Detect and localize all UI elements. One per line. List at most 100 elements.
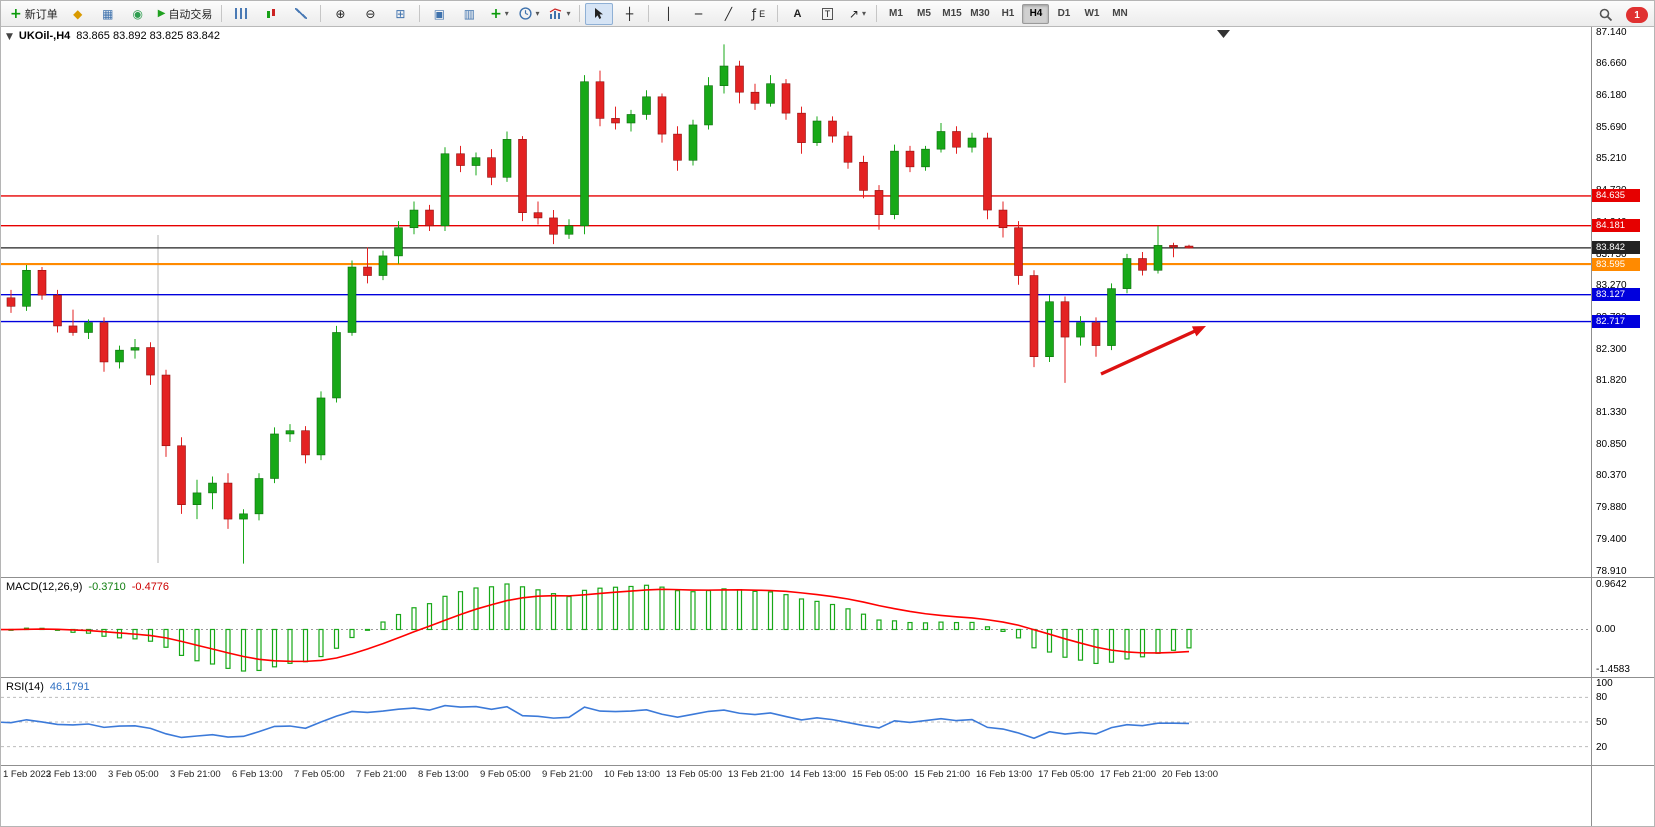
periods-button[interactable]: ▾ <box>515 3 543 25</box>
candle-body <box>595 81 605 119</box>
candle-body <box>68 325 78 333</box>
timeframe-button-M5[interactable]: M5 <box>917 8 931 19</box>
price-tick-label: 81.330 <box>1596 407 1627 419</box>
macd-histogram-bar <box>550 593 557 631</box>
cascade-windows-button[interactable]: ▣ <box>425 3 453 25</box>
main-chart-pane[interactable]: ▼ UKOil-,H4 83.865 83.892 83.825 83.842 <box>1 27 1591 578</box>
toolbar-separator <box>579 5 581 22</box>
candlestick-mode-button[interactable] <box>257 3 285 25</box>
new-chart-button[interactable]: + ▾ <box>485 3 513 25</box>
price-tick-label: 80.370 <box>1596 470 1627 482</box>
price-tick-label: 86.180 <box>1596 89 1627 101</box>
timeframe-button-M30[interactable]: M30 <box>970 8 990 19</box>
autotrading-button[interactable]: ▶ 自动交易 <box>154 3 217 25</box>
chart-shift-marker[interactable] <box>1217 30 1230 38</box>
macd-histogram-bar <box>1155 628 1161 654</box>
crosshair-tool-button[interactable]: ┼ <box>615 3 643 25</box>
macd-canvas[interactable] <box>1 578 1591 677</box>
text-label-tool-button[interactable]: T <box>813 3 841 25</box>
macd-histogram-bar <box>752 590 758 631</box>
rsi-axis[interactable]: 100 80 50 20 <box>1591 678 1654 766</box>
zoom-in-button[interactable]: ⊕ <box>326 3 354 25</box>
candle-body <box>301 430 310 456</box>
candle-body <box>332 332 341 399</box>
line-chart-mode-button[interactable] <box>287 3 315 25</box>
candle-body <box>1169 245 1178 248</box>
arrows-tool-button[interactable]: ↗ ▾ <box>843 3 871 25</box>
zoom-out-button[interactable]: ⊖ <box>356 3 384 25</box>
search-button[interactable] <box>1592 4 1620 26</box>
horizontal-line-tool-button[interactable]: ─ <box>684 3 712 25</box>
macd-histogram-bar <box>643 584 650 631</box>
macd-label: MACD(12,26,9) <box>6 581 83 593</box>
time-label: 7 Feb 21:00 <box>356 769 407 780</box>
price-tick-label: 83.270 <box>1596 280 1627 292</box>
price-level-badge: 83.842 <box>1592 241 1640 255</box>
candle-body <box>394 227 403 257</box>
macd-histogram-bar <box>612 586 619 631</box>
new-order-button[interactable]: + 新订单 <box>6 3 62 25</box>
navigator-button[interactable]: ◉ <box>124 3 152 25</box>
trend-arrow-head[interactable] <box>1191 326 1206 337</box>
bar-chart-mode-button[interactable] <box>227 3 255 25</box>
search-icon <box>1599 8 1613 22</box>
macd-histogram-bar <box>969 621 975 631</box>
arrange-windows-button[interactable]: ▥ <box>455 3 483 25</box>
price-chart-canvas[interactable] <box>1 27 1591 577</box>
macd-histogram-bar <box>659 586 665 631</box>
timeframe-button-MN[interactable]: MN <box>1112 8 1128 19</box>
timeframe-button-H4[interactable]: H4 <box>1022 3 1050 24</box>
macd-histogram-bar <box>395 613 402 631</box>
macd-axis[interactable]: 0.9642 0.00 -1.4583 <box>1591 578 1654 678</box>
price-axis[interactable]: 87.14086.66086.18085.69085.21084.73084.2… <box>1591 27 1654 578</box>
candlestick-icon <box>266 8 277 20</box>
rsi-value: 46.1791 <box>49 681 90 693</box>
tile-windows-button[interactable]: ⊞ <box>386 3 414 25</box>
macd-histogram-bar <box>845 608 851 631</box>
indicators-button[interactable]: ▾ <box>545 3 574 25</box>
rsi-canvas[interactable] <box>1 678 1591 765</box>
time-axis[interactable]: 1 Feb 2023 2 Feb 13:00 3 Feb 05:00 3 Feb 21… <box>1 766 1591 826</box>
candle-body <box>533 212 543 219</box>
timeframe-button-D1[interactable]: D1 <box>1057 8 1071 19</box>
notification-badge[interactable]: 1 <box>1626 7 1648 23</box>
candle-body <box>797 112 806 143</box>
candle-body <box>921 148 930 168</box>
gold-diamond-icon: ◆ <box>73 6 83 21</box>
trendline-tool-button[interactable]: ╱ <box>714 3 742 25</box>
rsi-pane[interactable]: RSI(14) 46.1791 <box>1 678 1591 766</box>
trend-arrow-line[interactable] <box>1100 326 1202 376</box>
candle-body <box>828 120 837 137</box>
toolbar-separator <box>648 5 650 22</box>
timeframe-button-W1[interactable]: W1 <box>1084 8 1100 19</box>
candle-body <box>564 225 574 235</box>
candle-body <box>456 153 465 166</box>
macd-pane[interactable]: MACD(12,26,9) -0.3710 -0.4776 <box>1 578 1591 678</box>
text-box-icon: T <box>821 7 834 20</box>
candle-body <box>37 269 47 296</box>
market-watch-button[interactable]: ◆ <box>64 3 92 25</box>
macd-histogram-bar <box>1170 628 1177 651</box>
price-tick-label: 85.690 <box>1596 121 1627 133</box>
toolbar-separator <box>221 5 223 22</box>
text-tool-icon: A <box>793 7 802 20</box>
time-label: 3 Feb 21:00 <box>170 769 221 780</box>
data-window-button[interactable]: ▦ <box>94 3 122 25</box>
candle-body <box>781 83 791 114</box>
timeframe-button-M1[interactable]: M1 <box>889 8 903 19</box>
collapse-icon[interactable]: ▼ <box>6 32 13 42</box>
time-label: 15 Feb 21:00 <box>914 769 970 780</box>
autotrading-label: 自动交易 <box>168 8 213 21</box>
candle-body <box>719 65 729 86</box>
timeframe-button-H1[interactable]: H1 <box>1001 8 1015 19</box>
chevron-down-icon: ▾ <box>504 9 509 18</box>
rsi-axis-label: 80 <box>1596 692 1608 704</box>
vertical-line-tool-button[interactable]: │ <box>654 3 682 25</box>
macd-signal-line <box>1 588 1190 663</box>
text-tool-button[interactable]: A <box>783 3 811 25</box>
macd-histogram-bar <box>876 619 882 631</box>
cursor-tool-button[interactable] <box>585 2 614 25</box>
timeframe-button-M15[interactable]: M15 <box>942 8 962 19</box>
vertical-line-icon: │ <box>664 6 673 21</box>
